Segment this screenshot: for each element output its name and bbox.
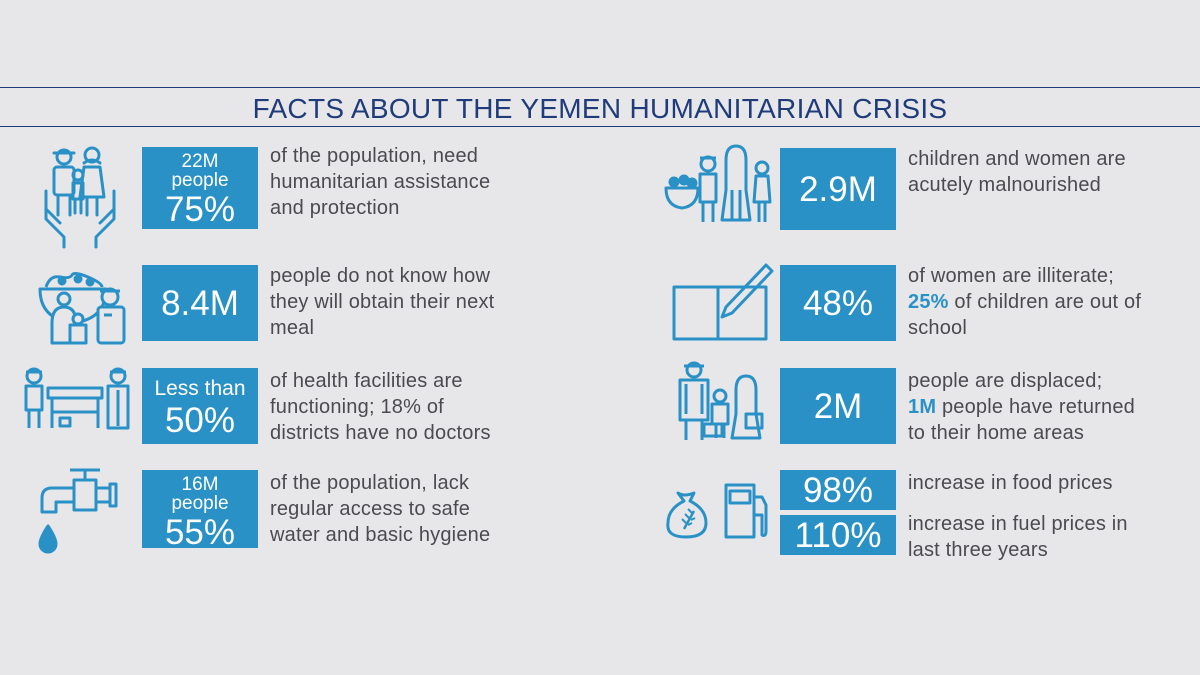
desc-text: people have returned xyxy=(936,396,1135,418)
desc-text: of children are out of xyxy=(948,291,1142,313)
displaced-family-icon xyxy=(674,360,766,442)
stat-percent: 55% xyxy=(164,513,236,552)
stat-box-food-prices: 98% xyxy=(780,470,896,510)
stat-qualifier: Less than xyxy=(154,377,246,400)
health-facility-icon xyxy=(20,366,132,432)
desc-line: of women are illiterate; xyxy=(908,265,1115,287)
description: people are displaced; 1M people have ret… xyxy=(908,368,1135,446)
desc-line: humanitarian assistance xyxy=(270,171,491,193)
stat-percent: 110% xyxy=(794,516,882,555)
desc-line: of the population, need xyxy=(270,145,479,167)
desc-line: water and basic hygiene xyxy=(270,524,491,546)
food-bowl-family-icon xyxy=(38,267,134,347)
stat-unit: people xyxy=(171,170,229,191)
desc-line: to their home areas xyxy=(908,422,1085,444)
stat-count: 16M xyxy=(181,474,219,495)
desc-line: functioning; 18% of xyxy=(270,396,444,418)
desc-line: and protection xyxy=(270,197,400,219)
stat-box-malnourished: 2.9M xyxy=(780,148,896,230)
stat-number: 8.4M xyxy=(161,284,239,323)
desc-line: last three years xyxy=(908,539,1048,561)
desc-line: regular access to safe xyxy=(270,498,471,520)
desc-line: of the population, lack xyxy=(270,472,470,494)
page-title: FACTS ABOUT THE YEMEN HUMANITARIAN CRISI… xyxy=(252,93,948,124)
water-tap-icon xyxy=(34,466,124,554)
desc-line: people do not know how xyxy=(270,265,491,287)
desc-line: of health facilities are xyxy=(270,370,463,392)
stat-unit: people xyxy=(171,493,229,514)
book-pencil-icon xyxy=(670,259,776,343)
description-fuel-prices: increase in fuel prices in last three ye… xyxy=(908,511,1128,563)
title-underline xyxy=(0,126,1200,127)
stat-percent: 75% xyxy=(164,190,236,229)
description: children and women are acutely malnouris… xyxy=(908,146,1126,198)
highlight-number: 1M xyxy=(908,396,937,418)
stat-number: 2.9M xyxy=(799,170,877,209)
family-in-hands-icon xyxy=(40,143,120,249)
stat-box-water-access: 16M people 55% xyxy=(142,470,258,552)
desc-line: 25% of children are out of xyxy=(908,289,1141,315)
stat-box-health-facilities: Less than 50% xyxy=(142,368,258,444)
desc-line: acutely malnourished xyxy=(908,174,1101,196)
stat-box-displaced: 2M xyxy=(780,368,896,444)
stat-box-fuel-prices: 110% xyxy=(780,515,896,555)
desc-line: school xyxy=(908,317,968,339)
description: people do not know how they will obtain … xyxy=(270,263,494,341)
stat-box-food-insecurity: 8.4M xyxy=(142,265,258,341)
description: of the population, lack regular access t… xyxy=(270,470,490,548)
stat-box-illiteracy: 48% xyxy=(780,265,896,341)
desc-line: children and women are xyxy=(908,148,1126,170)
desc-line: 1M people have returned xyxy=(908,394,1135,420)
wheat-sack-fuel-pump-icon xyxy=(664,483,774,539)
malnourished-family-icon xyxy=(664,144,776,226)
stat-percent: 48% xyxy=(802,284,874,323)
stat-percent: 50% xyxy=(164,401,236,440)
description-food-prices: increase in food prices xyxy=(908,472,1113,494)
description: of the population, need humanitarian ass… xyxy=(270,143,490,221)
top-rule xyxy=(0,87,1200,88)
desc-line: increase in fuel prices in xyxy=(908,513,1128,535)
desc-line: they will obtain their next xyxy=(270,291,495,313)
description: of health facilities are functioning; 18… xyxy=(270,368,491,446)
description: of women are illiterate; 25% of children… xyxy=(908,263,1141,341)
stat-box-population-assistance: 22M people 75% xyxy=(142,147,258,229)
desc-line: meal xyxy=(270,317,315,339)
highlight-number: 25% xyxy=(908,291,949,313)
desc-line: districts have no doctors xyxy=(270,422,491,444)
desc-line: people are displaced; xyxy=(908,370,1103,392)
stat-count: 22M xyxy=(181,151,219,172)
stat-number: 2M xyxy=(813,387,863,426)
stat-percent: 98% xyxy=(802,471,874,510)
